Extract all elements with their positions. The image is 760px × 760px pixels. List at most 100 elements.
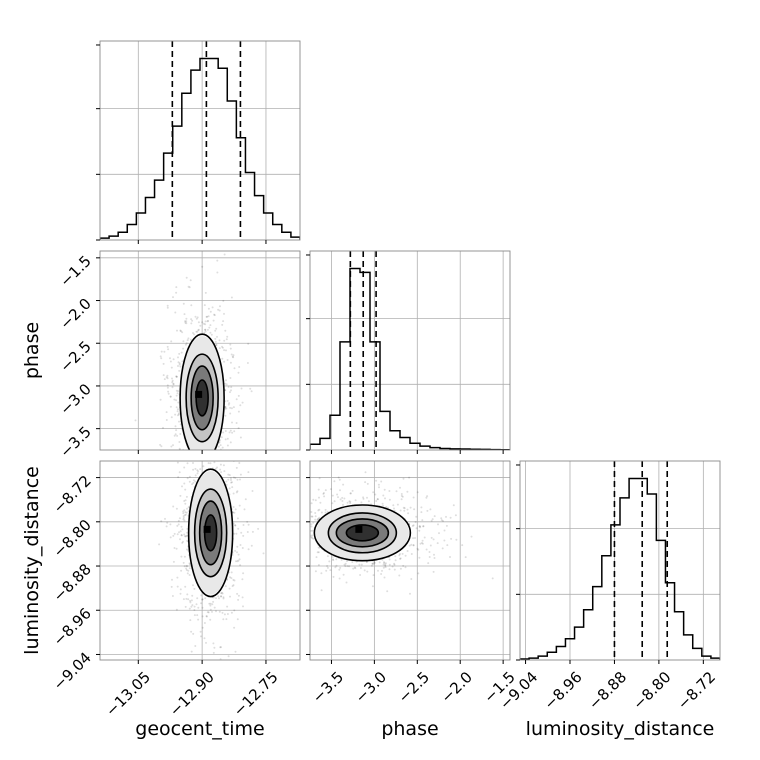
scatter-point bbox=[491, 577, 494, 580]
scatter-point bbox=[159, 355, 162, 358]
histogram-phase bbox=[310, 267, 510, 450]
scatter-point bbox=[193, 466, 195, 468]
scatter-point bbox=[441, 547, 444, 550]
scatter-point bbox=[186, 507, 188, 510]
scatter-point bbox=[208, 452, 210, 454]
scatter-point bbox=[221, 346, 224, 349]
scatter-point bbox=[250, 544, 253, 547]
scatter-point bbox=[165, 419, 168, 421]
scatter-point bbox=[308, 485, 310, 487]
scatter-point bbox=[225, 349, 227, 352]
scatter-point bbox=[425, 496, 428, 499]
scatter-point bbox=[176, 392, 179, 395]
scatter-point bbox=[288, 542, 290, 544]
scatter-point bbox=[165, 411, 168, 414]
scatter-point bbox=[400, 494, 403, 497]
scatter-point bbox=[171, 381, 174, 384]
scatter-point bbox=[160, 445, 163, 448]
x-axis-label-geocent_time: geocent_time bbox=[135, 718, 264, 740]
scatter-point bbox=[386, 590, 389, 593]
scatter-point bbox=[293, 508, 295, 510]
scatter-point bbox=[182, 518, 185, 521]
scatter-point bbox=[221, 611, 224, 614]
scatter-point bbox=[401, 552, 404, 555]
scatter-point bbox=[403, 509, 406, 512]
scatter-point bbox=[174, 433, 177, 436]
scatter-point bbox=[337, 476, 340, 479]
scatter-point bbox=[189, 599, 192, 602]
scatter-point bbox=[382, 566, 385, 569]
scatter-point bbox=[326, 565, 329, 567]
scatter-point bbox=[232, 476, 235, 479]
scatter-point bbox=[219, 457, 221, 459]
scatter-point bbox=[446, 544, 449, 547]
scatter-point bbox=[195, 317, 198, 320]
scatter-point bbox=[186, 593, 189, 596]
scatter-point bbox=[203, 304, 206, 307]
scatter-point bbox=[383, 488, 386, 491]
scatter-point bbox=[194, 467, 197, 470]
scatter-point bbox=[230, 353, 233, 356]
scatter-point bbox=[220, 456, 222, 458]
scatter-point bbox=[178, 441, 181, 443]
scatter-point bbox=[177, 523, 180, 526]
scatter-point bbox=[246, 542, 248, 544]
scatter-point bbox=[236, 592, 239, 595]
scatter-point bbox=[163, 378, 166, 381]
scatter-point bbox=[204, 323, 207, 326]
scatter-point bbox=[183, 509, 186, 512]
scatter-point bbox=[190, 318, 193, 321]
y-axis-label-phase: phase bbox=[21, 322, 43, 379]
scatter-point bbox=[176, 576, 179, 579]
scatter-point bbox=[421, 542, 424, 545]
scatter-point bbox=[177, 401, 180, 404]
scatter-point bbox=[232, 584, 235, 587]
contour-line-3 bbox=[313, 504, 412, 562]
scatter-point bbox=[215, 344, 218, 347]
panel-frame bbox=[309, 250, 511, 451]
scatter-point bbox=[235, 472, 237, 474]
scatter-point bbox=[314, 518, 317, 521]
panel-geocent_time-geocent_time bbox=[96, 40, 301, 244]
scatter-point bbox=[312, 521, 315, 524]
scatter-point bbox=[332, 559, 335, 562]
scatter-point bbox=[310, 511, 313, 513]
scatter-point bbox=[191, 453, 193, 455]
x-tick-label: −13.05 bbox=[102, 668, 154, 720]
scatter-point bbox=[201, 598, 204, 601]
scatter-point bbox=[230, 577, 233, 580]
histogram-geocent_time bbox=[100, 57, 300, 240]
scatter-point bbox=[408, 476, 411, 479]
scatter-point bbox=[239, 404, 242, 407]
scatter-point bbox=[184, 493, 186, 495]
scatter-point bbox=[171, 379, 174, 382]
scatter-point bbox=[394, 555, 397, 558]
scatter-point bbox=[247, 548, 250, 551]
scatter-point bbox=[226, 437, 229, 440]
scatter-point bbox=[185, 534, 188, 537]
scatter-point bbox=[219, 455, 221, 457]
scatter-point bbox=[242, 524, 245, 526]
scatter-point bbox=[318, 496, 320, 499]
scatter-point bbox=[317, 551, 320, 554]
scatter-point bbox=[378, 561, 381, 564]
scatter-point bbox=[212, 651, 215, 654]
scatter-point bbox=[225, 407, 228, 410]
y-axis-label-luminosity_distance: luminosity_distance bbox=[21, 466, 43, 655]
scatter-point bbox=[185, 564, 188, 567]
scatter-point bbox=[166, 521, 169, 524]
scatter-point bbox=[231, 431, 234, 434]
scatter-point bbox=[190, 485, 192, 487]
scatter-point bbox=[180, 534, 183, 537]
scatter-point bbox=[427, 562, 430, 565]
scatter-point bbox=[173, 532, 176, 535]
scatter-point bbox=[171, 386, 174, 389]
scatter-point bbox=[384, 564, 387, 567]
scatter-point bbox=[380, 480, 383, 483]
scatter-point bbox=[395, 490, 398, 493]
scatter-point bbox=[437, 523, 439, 526]
scatter-point bbox=[187, 506, 190, 509]
scatter-point bbox=[177, 412, 180, 415]
scatter-point bbox=[440, 517, 443, 520]
scatter-point bbox=[333, 480, 336, 483]
